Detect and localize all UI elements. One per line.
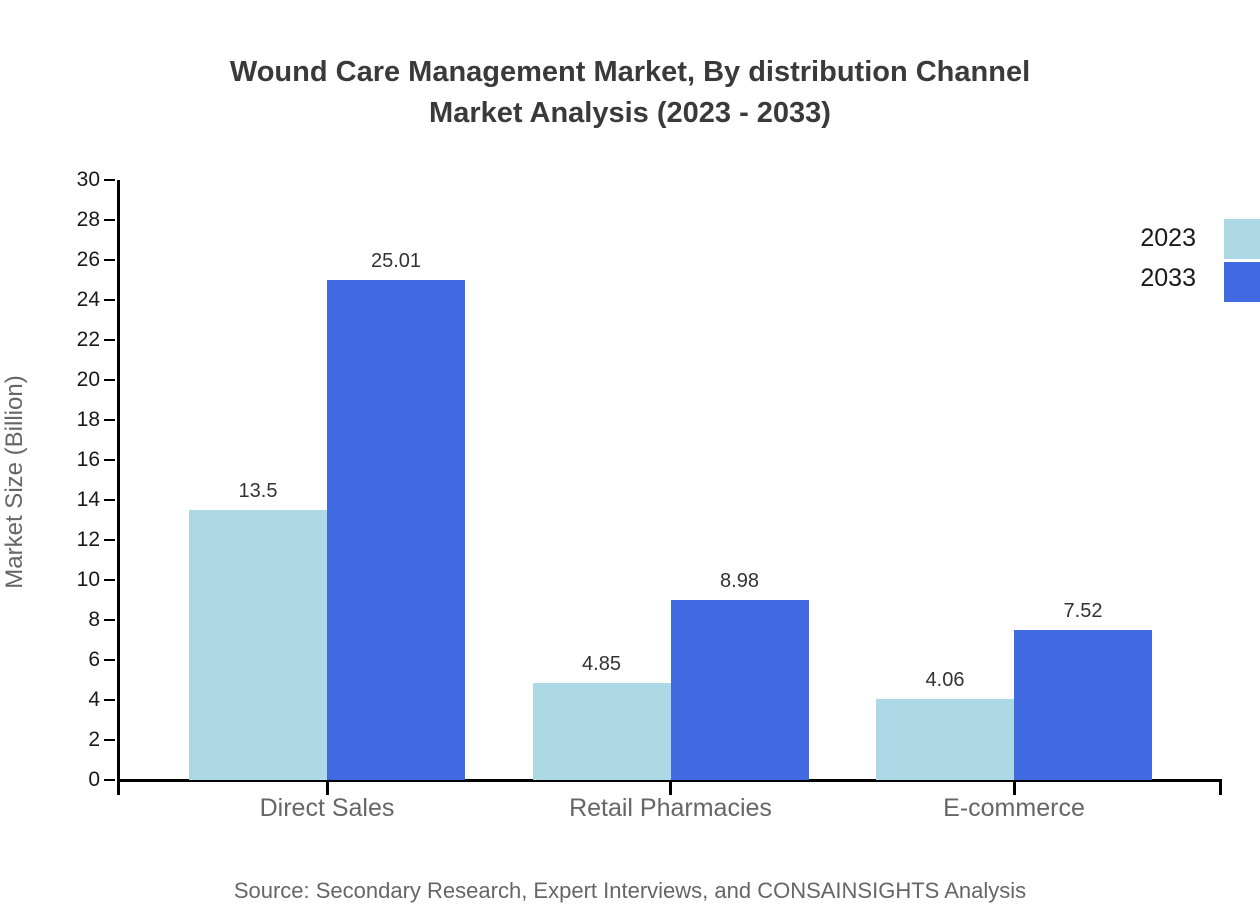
y-tick [104,539,115,541]
y-tick-label: 14 [76,488,100,511]
x-tick [669,782,672,795]
bar-2023-direct-sales [189,510,327,780]
bar-value-label: 8.98 [720,570,759,593]
y-tick [104,659,115,661]
y-tick-label: 2 [88,728,100,751]
legend-swatch-2033 [1224,262,1260,302]
legend-swatch-2023 [1224,219,1260,259]
x-tick [325,782,329,795]
y-tick [104,619,115,621]
y-tick [104,179,115,181]
y-tick-label: 20 [76,368,100,391]
legend-label-2033: 2033 [1140,264,1196,292]
legend-label-2023: 2023 [1140,224,1196,252]
y-tick-label: 12 [76,528,100,551]
bar-value-label: 13.5 [238,480,278,502]
x-tick [1012,782,1016,795]
y-tick-label: 8 [88,608,100,631]
y-axis-label: Market Size (Billion) [1,375,28,589]
y-axis-line [117,180,120,795]
bar-value-label: 4.85 [582,653,621,675]
chart-title: Wound Care Management Market, By distrib… [0,52,1260,134]
chart-title-line1: Wound Care Management Market, By distrib… [229,56,1031,88]
x-axis-line [117,779,1222,782]
bar-value-label: 7.52 [1063,599,1103,622]
bar-value-label: 4.06 [925,668,965,691]
y-tick-label: 30 [76,168,100,191]
y-tick-label: 28 [76,208,100,231]
y-tick [104,699,115,701]
y-tick [104,579,115,581]
x-category-label-retail-pharmacies: Retail Pharmacies [569,794,772,822]
y-tick-label: 26 [76,248,100,271]
y-tick-label: 4 [88,688,100,711]
y-tick [104,739,115,741]
y-tick-label: 10 [76,568,100,591]
bar-2023-retail-pharmacies [532,683,671,780]
y-tick [104,219,115,221]
bar-value-label: 25.01 [370,249,422,272]
source-note: Source: Secondary Research, Expert Inter… [233,878,1027,903]
y-tick [104,339,115,341]
bar-2033-retail-pharmacies [670,600,809,780]
y-tick [104,499,115,501]
y-tick [104,299,115,301]
y-tick-label: 18 [76,408,100,431]
chart-title-line2: Market Analysis (2023 - 2033) [429,97,831,129]
x-axis-end-tick [1219,782,1222,795]
y-tick-label: 22 [76,328,100,351]
bar-2033-direct-sales [327,279,465,780]
y-tick [104,259,115,261]
y-tick-label: 16 [76,448,100,471]
x-category-label-direct-sales: Direct Sales [259,794,395,822]
y-tick-label: 0 [88,768,100,791]
y-tick [104,379,115,381]
y-tick [104,419,115,421]
y-tick [104,779,115,781]
y-tick [104,459,115,461]
y-tick-label: 24 [76,288,100,311]
y-tick-label: 6 [88,648,100,671]
x-category-label-e-commerce: E-commerce [943,794,1085,822]
bar-2023-e-commerce [876,698,1014,780]
bar-2033-e-commerce [1014,629,1152,780]
